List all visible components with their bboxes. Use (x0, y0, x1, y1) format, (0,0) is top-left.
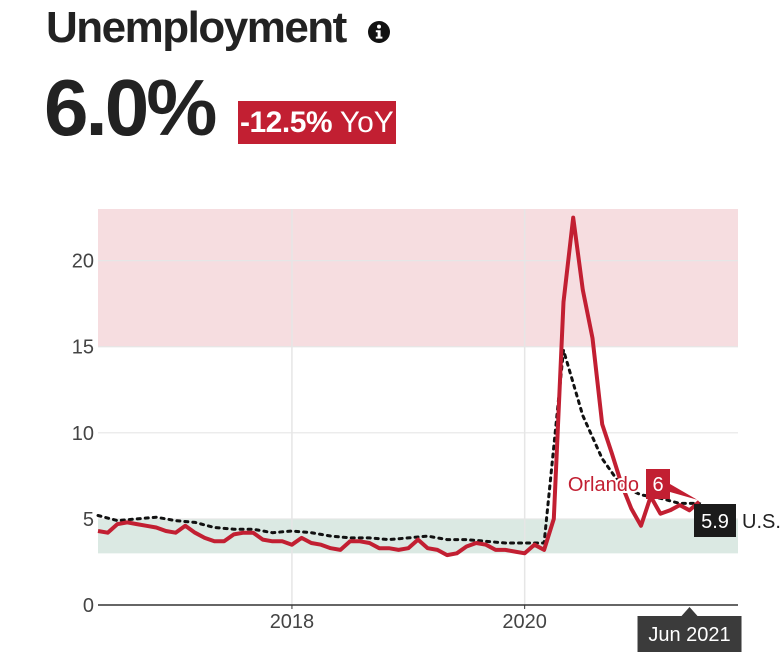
series-line-us (96, 349, 701, 545)
yoy-change-value: -12.5% (240, 106, 333, 139)
orlando-value-pointer (670, 484, 698, 500)
date-tooltip-label: Jun 2021 (648, 624, 730, 646)
y-tick-label-5: 5 (83, 509, 94, 531)
metric-title: Unemployment (46, 3, 347, 52)
x-tick-label-2020: 2020 (502, 611, 547, 633)
series-line-orlando (97, 215, 701, 558)
y-tick-label-0: 0 (83, 595, 94, 617)
date-tooltip-box (637, 616, 742, 652)
us-series-label: U.S. (742, 511, 781, 533)
y-tick-label-10: 10 (72, 423, 94, 445)
date-tooltip-pointer (681, 607, 698, 616)
info-icon[interactable] (367, 20, 391, 44)
yoy-badge: -12.5% YoY (238, 101, 396, 144)
orlando-value-label: 6 (652, 474, 663, 496)
orlando-value-box (646, 469, 670, 499)
current-value: 6.0% (44, 63, 217, 152)
x-tick-label-2018: 2018 (270, 611, 315, 633)
us-value-box (694, 504, 736, 537)
y-tick-label-20: 20 (72, 251, 94, 273)
y-tick-label-15: 15 (72, 337, 94, 359)
orlando-series-label: Orlando (568, 474, 639, 496)
yoy-suffix: YoY (339, 106, 394, 139)
us-value-label: 5.9 (701, 511, 729, 533)
reference-band-0 (98, 209, 738, 347)
